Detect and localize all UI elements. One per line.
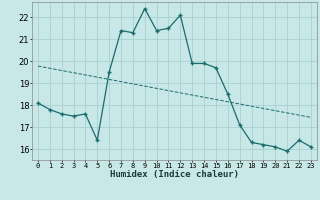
X-axis label: Humidex (Indice chaleur): Humidex (Indice chaleur) — [110, 170, 239, 179]
